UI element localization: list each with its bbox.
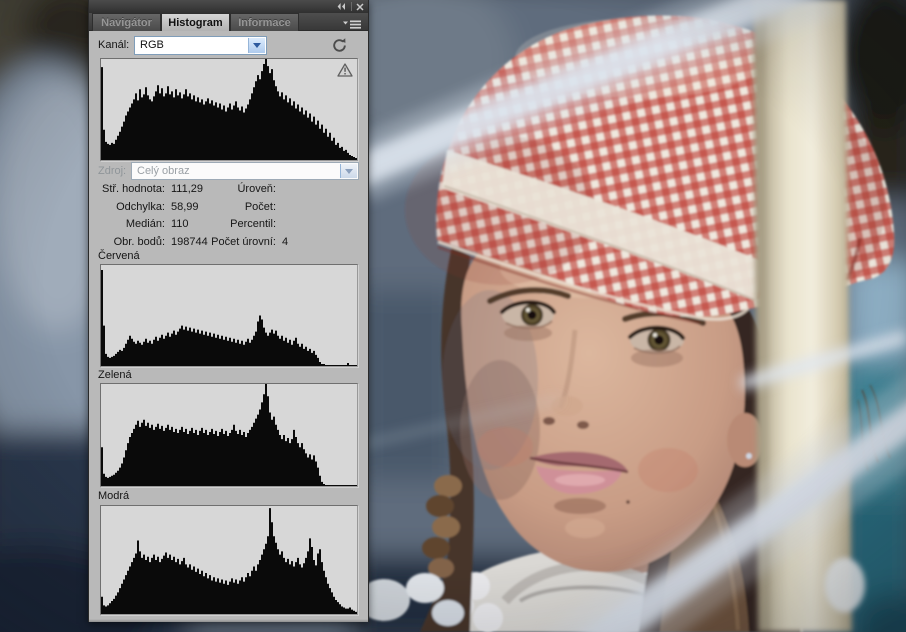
stat-value: 110 [171, 218, 189, 230]
stat-label: Úroveň: [237, 183, 276, 195]
panel-menu-icon[interactable] [342, 17, 362, 29]
source-dropdown[interactable]: Celý obraz [131, 162, 359, 180]
channel-dropdown-chevron[interactable] [248, 38, 265, 53]
tab-histogram[interactable]: Histogram [161, 13, 230, 31]
stat-label: Medián: [125, 218, 165, 230]
stat-label: Počet: [244, 200, 276, 213]
close-icon[interactable] [356, 2, 364, 11]
histogram-panel: Navigátor Histogram Informace Kanál: RGB… [88, 0, 369, 622]
stat-value: 58,99 [171, 200, 199, 213]
panel-bottom-edge [89, 619, 368, 622]
histogram-blue [100, 505, 358, 615]
source-dropdown-chevron [340, 164, 357, 178]
tab-informace[interactable]: Informace [230, 13, 299, 31]
stat-label: Stř. hodnota: [102, 183, 165, 195]
section-label-red: Červená [98, 250, 140, 262]
stats-left: Stř. hodnota: 111,29 Odchylka: 58,99 Mediá… [98, 181, 208, 251]
channel-dropdown[interactable]: RGB [134, 36, 267, 55]
channel-value: RGB [140, 39, 164, 51]
histogram-rgb [100, 58, 358, 161]
tab-navigator[interactable]: Navigátor [92, 13, 161, 31]
section-label-green: Zelená [98, 369, 132, 381]
stat-label: Percentil: [230, 218, 276, 230]
stat-label: Obr. bodů: [113, 235, 165, 248]
channel-label: Kanál: [98, 39, 130, 51]
section-label-blue: Modrá [98, 490, 130, 502]
source-value: Celý obraz [137, 165, 190, 177]
panel-titlebar[interactable] [89, 0, 368, 13]
stat-label: Odchylka: [116, 200, 165, 213]
histogram-red [100, 264, 358, 367]
stat-value: 111,29 [171, 183, 204, 195]
histogram-green [100, 383, 358, 487]
stats-right: Úroveň: Počet: Percentil: Počet úrovní: 4 [189, 181, 288, 251]
stat-label: Počet úrovní: [211, 235, 276, 248]
tab-bar: Navigátor Histogram Informace [89, 13, 368, 31]
warning-icon[interactable] [337, 63, 353, 77]
stat-value: 198744 [171, 235, 208, 248]
refresh-icon[interactable] [331, 37, 348, 54]
source-label: Zdroj: [98, 165, 127, 177]
collapse-panel-icon[interactable] [336, 2, 347, 11]
stat-value: 4 [282, 235, 289, 248]
